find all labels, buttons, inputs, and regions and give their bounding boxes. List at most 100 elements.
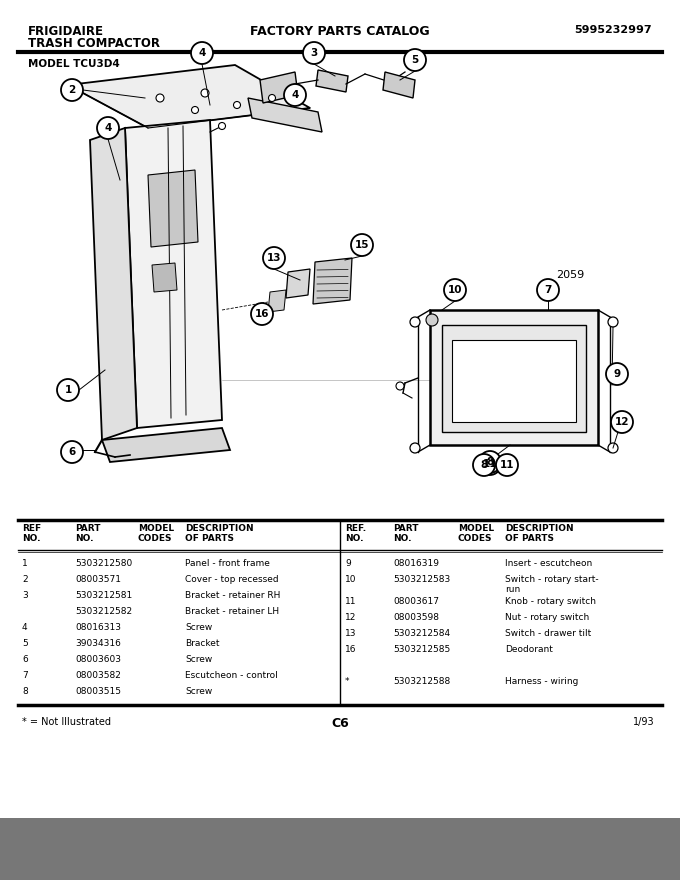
Circle shape xyxy=(284,84,306,106)
Polygon shape xyxy=(313,258,352,304)
Text: 3: 3 xyxy=(22,591,28,600)
Text: 5995232997: 5995232997 xyxy=(575,25,652,35)
Circle shape xyxy=(303,42,325,64)
Text: Screw: Screw xyxy=(185,655,212,664)
Polygon shape xyxy=(442,325,586,432)
Polygon shape xyxy=(248,98,322,132)
Text: 1: 1 xyxy=(65,385,71,395)
Polygon shape xyxy=(268,290,286,312)
Text: REF.
NO.: REF. NO. xyxy=(345,524,366,543)
Circle shape xyxy=(611,411,633,433)
Text: DESCRIPTION
OF PARTS: DESCRIPTION OF PARTS xyxy=(505,524,574,543)
Text: 7: 7 xyxy=(544,285,551,295)
Text: 5: 5 xyxy=(22,639,28,648)
Text: 2059: 2059 xyxy=(556,270,584,280)
Text: 4: 4 xyxy=(199,48,205,58)
Circle shape xyxy=(57,379,79,401)
Polygon shape xyxy=(102,428,230,462)
Polygon shape xyxy=(148,170,198,247)
Text: FACTORY PARTS CATALOG: FACTORY PARTS CATALOG xyxy=(250,25,430,38)
Text: Switch - rotary start-
run: Switch - rotary start- run xyxy=(505,575,598,594)
Circle shape xyxy=(606,363,628,385)
Circle shape xyxy=(251,303,273,325)
Circle shape xyxy=(191,42,213,64)
Circle shape xyxy=(61,441,83,463)
Text: 5303212583: 5303212583 xyxy=(393,575,450,584)
Circle shape xyxy=(61,79,83,101)
Circle shape xyxy=(351,234,373,256)
Circle shape xyxy=(263,247,285,269)
Circle shape xyxy=(97,117,119,139)
Text: TRASH COMPACTOR: TRASH COMPACTOR xyxy=(28,37,160,50)
Text: FRIGIDAIRE: FRIGIDAIRE xyxy=(28,25,104,38)
Bar xyxy=(0,818,680,880)
Polygon shape xyxy=(383,72,415,98)
Text: Nut - rotary switch: Nut - rotary switch xyxy=(505,613,590,622)
Text: 5303212585: 5303212585 xyxy=(393,645,450,654)
Text: 1: 1 xyxy=(22,559,28,568)
Text: 08003515: 08003515 xyxy=(75,687,121,696)
Text: 8: 8 xyxy=(486,457,494,467)
Circle shape xyxy=(608,443,618,453)
Text: PART
NO.: PART NO. xyxy=(75,524,101,543)
Text: Screw: Screw xyxy=(185,623,212,632)
Text: 5303212582: 5303212582 xyxy=(75,607,132,616)
Circle shape xyxy=(156,94,164,102)
Circle shape xyxy=(444,279,466,301)
Text: Harness - wiring: Harness - wiring xyxy=(505,677,579,686)
Text: 2: 2 xyxy=(69,85,75,95)
Text: 4: 4 xyxy=(22,623,28,632)
Text: Cover - top recessed: Cover - top recessed xyxy=(185,575,279,584)
Text: 6: 6 xyxy=(69,447,75,457)
Polygon shape xyxy=(316,70,348,92)
Text: Insert - escutcheon: Insert - escutcheon xyxy=(505,559,592,568)
Text: 08016319: 08016319 xyxy=(393,559,439,568)
Text: 08016313: 08016313 xyxy=(75,623,121,632)
Circle shape xyxy=(218,122,226,129)
Text: 5303212584: 5303212584 xyxy=(393,629,450,638)
Text: *: * xyxy=(345,677,350,686)
Circle shape xyxy=(426,314,438,326)
Circle shape xyxy=(269,94,275,101)
Polygon shape xyxy=(90,128,137,440)
Text: 08003603: 08003603 xyxy=(75,655,121,664)
Polygon shape xyxy=(68,65,310,128)
Text: 10: 10 xyxy=(447,285,462,295)
Circle shape xyxy=(201,89,209,97)
Polygon shape xyxy=(260,72,298,103)
Text: 16: 16 xyxy=(255,309,269,319)
Text: Switch - drawer tilt: Switch - drawer tilt xyxy=(505,629,591,638)
Text: 2: 2 xyxy=(22,575,28,584)
Text: MODEL TCU3D4: MODEL TCU3D4 xyxy=(28,59,120,69)
Text: PART
NO.: PART NO. xyxy=(393,524,418,543)
Text: 9: 9 xyxy=(345,559,351,568)
Text: 8: 8 xyxy=(22,687,28,696)
Circle shape xyxy=(410,317,420,327)
Text: 13: 13 xyxy=(267,253,282,263)
Polygon shape xyxy=(152,263,177,292)
Text: 08003598: 08003598 xyxy=(393,613,439,622)
Text: 4: 4 xyxy=(104,123,112,133)
Text: 13: 13 xyxy=(345,629,356,638)
Text: 8: 8 xyxy=(480,460,488,470)
Circle shape xyxy=(233,101,241,108)
Text: 4: 4 xyxy=(291,90,299,100)
Text: 5303212588: 5303212588 xyxy=(393,677,450,686)
Polygon shape xyxy=(286,269,310,298)
Text: Screw: Screw xyxy=(185,687,212,696)
Text: C6: C6 xyxy=(331,717,349,730)
Circle shape xyxy=(473,454,495,476)
Text: Bracket - retainer LH: Bracket - retainer LH xyxy=(185,607,279,616)
Text: 11: 11 xyxy=(483,459,497,469)
Text: Escutcheon - control: Escutcheon - control xyxy=(185,671,277,680)
Polygon shape xyxy=(430,310,598,445)
Text: MODEL
CODES: MODEL CODES xyxy=(458,524,494,543)
Text: MODEL
CODES: MODEL CODES xyxy=(138,524,174,543)
Text: Knob - rotary switch: Knob - rotary switch xyxy=(505,597,596,606)
Text: 5303212580: 5303212580 xyxy=(75,559,132,568)
Text: 10: 10 xyxy=(345,575,356,584)
Text: 08003582: 08003582 xyxy=(75,671,121,680)
Text: 39034316: 39034316 xyxy=(75,639,121,648)
Text: 3: 3 xyxy=(310,48,318,58)
Text: 11: 11 xyxy=(500,460,514,470)
